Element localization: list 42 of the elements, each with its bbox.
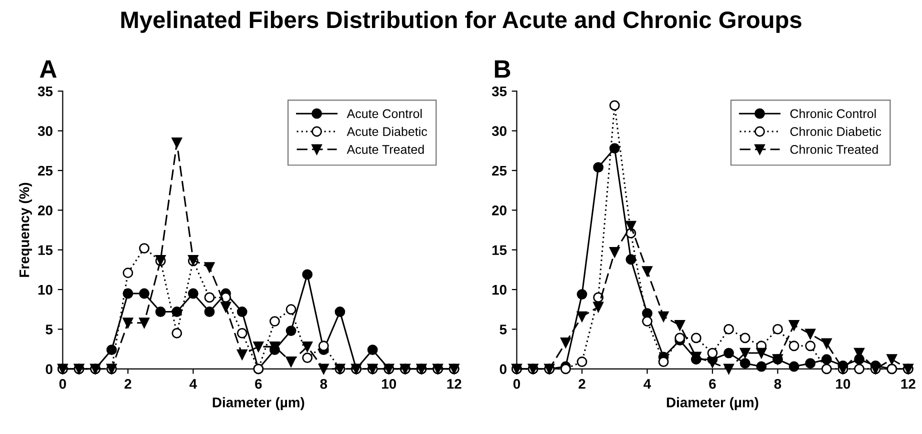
y-tick-label: 30 xyxy=(38,126,52,136)
y-tick-label: 25 xyxy=(492,166,507,176)
x-tick-label: 4 xyxy=(644,379,652,389)
y-tick-label: 20 xyxy=(492,206,506,216)
x-tick-label: 8 xyxy=(774,378,782,389)
chart-subtitle: B xyxy=(494,60,510,78)
x-axis-title: Diameter (µm) xyxy=(212,397,304,410)
y-tick-label: 15 xyxy=(492,245,507,256)
y-tick-label: 0 xyxy=(46,364,52,374)
x-tick-label: 6 xyxy=(709,378,716,389)
legend-label: Acute Diabetic xyxy=(346,126,428,136)
x-tick-label: 10 xyxy=(836,378,850,389)
x-tick-label: 6 xyxy=(255,378,262,389)
y-tick-label: 15 xyxy=(38,245,53,256)
x-tick-label: 12 xyxy=(901,378,916,389)
x-tick-label: 2 xyxy=(578,378,586,389)
y-tick-label: 35 xyxy=(38,86,53,96)
y-tick-label: 5 xyxy=(46,324,53,334)
y-tick-label: 5 xyxy=(500,324,507,334)
x-tick-label: 2 xyxy=(124,378,132,389)
x-tick-label: 0 xyxy=(59,378,66,389)
x-tick-label: 0 xyxy=(513,378,520,389)
x-tick-label: 8 xyxy=(320,378,328,389)
x-tick-label: 10 xyxy=(382,378,396,389)
chart-subtitle: A xyxy=(40,60,57,78)
y-tick-label: 0 xyxy=(500,364,506,374)
x-tick-label: 4 xyxy=(190,379,197,389)
y-tick-label: 35 xyxy=(492,86,507,96)
y-tick-label: 10 xyxy=(492,284,506,295)
x-axis-title: Diameter (µm) xyxy=(666,397,758,410)
y-tick-label: 30 xyxy=(492,126,506,136)
chart-title: Myelinated Fibers Distribution for Acute and Chronic Groups xyxy=(121,10,802,33)
legend-label: Acute Control xyxy=(346,108,422,118)
y-tick-label: 10 xyxy=(38,284,52,295)
x-tick-label: 12 xyxy=(447,378,462,389)
legend-label: Acute Treated xyxy=(346,144,424,154)
y-axis-title: Frequency (%) xyxy=(19,182,32,277)
legend-label: Chronic Diabetic xyxy=(790,126,882,136)
y-tick-label: 20 xyxy=(38,206,52,216)
legend-label: Chronic Control xyxy=(790,108,876,118)
y-tick-label: 25 xyxy=(38,166,53,176)
legend-label: Chronic Treated xyxy=(790,144,878,154)
